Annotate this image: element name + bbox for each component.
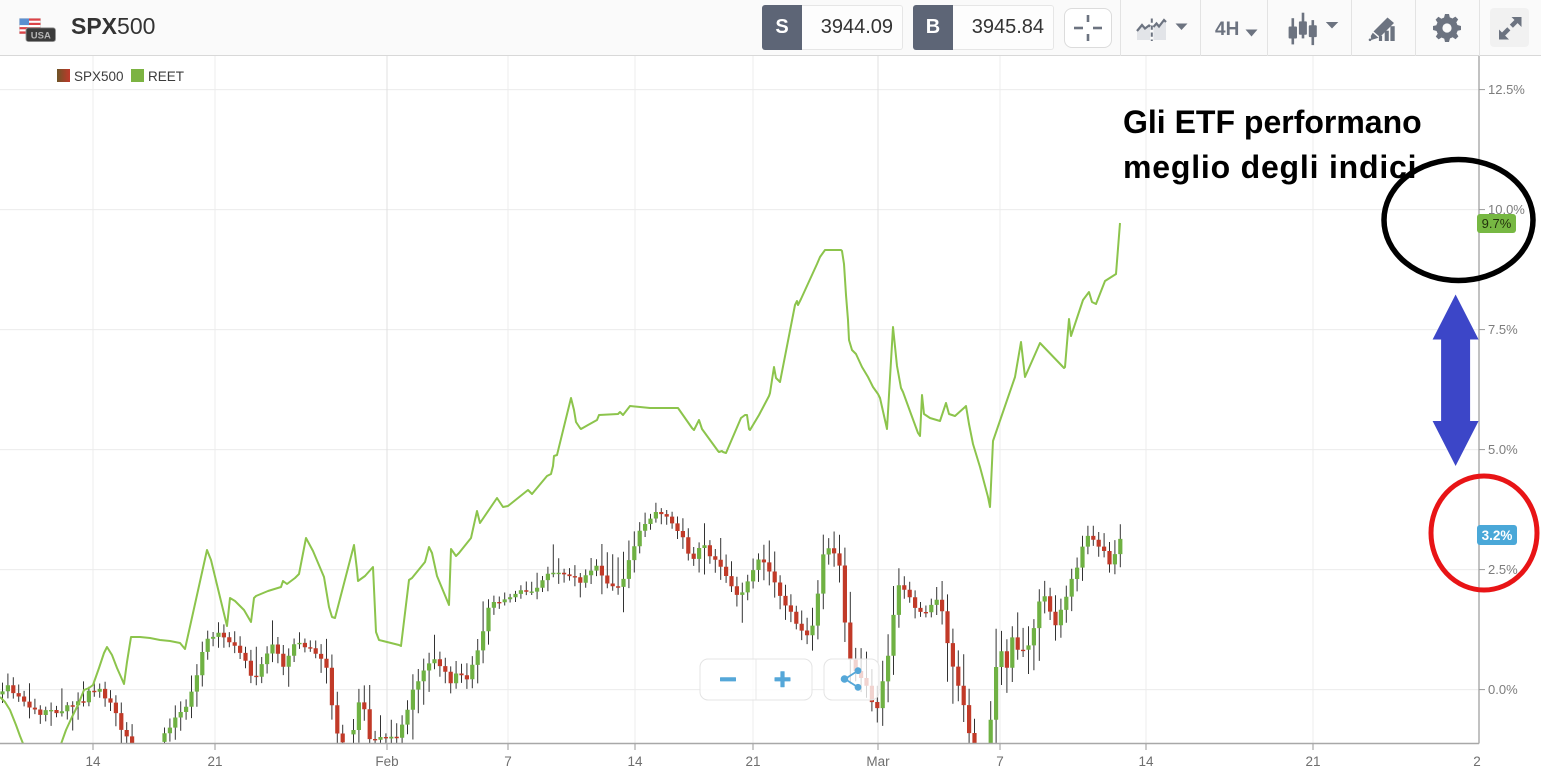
svg-text:REET: REET [148,69,184,84]
svg-text:Mar: Mar [866,754,890,769]
svg-text:7.5%: 7.5% [1488,322,1518,337]
svg-text:5.0%: 5.0% [1488,442,1518,457]
svg-text:21: 21 [207,754,222,769]
svg-text:14: 14 [85,754,101,769]
svg-text:meglio degli indici: meglio degli indici [1123,149,1417,185]
svg-text:21: 21 [1305,754,1320,769]
svg-text:9.7%: 9.7% [1482,216,1512,231]
svg-text:12.5%: 12.5% [1488,82,1525,97]
svg-text:Feb: Feb [375,754,398,769]
svg-text:SPX500: SPX500 [74,69,124,84]
svg-text:2.5%: 2.5% [1488,562,1518,577]
svg-text:14: 14 [627,754,643,769]
svg-text:10.0%: 10.0% [1488,202,1525,217]
svg-text:21: 21 [745,754,760,769]
svg-text:USA: USA [31,30,51,41]
svg-text:Gli ETF performano: Gli ETF performano [1123,104,1422,140]
svg-text:0.0%: 0.0% [1488,682,1518,697]
svg-text:7: 7 [504,754,512,769]
svg-text:14: 14 [1138,754,1154,769]
svg-text:2: 2 [1473,754,1481,769]
svg-text:3.2%: 3.2% [1482,528,1513,543]
svg-text:7: 7 [996,754,1004,769]
